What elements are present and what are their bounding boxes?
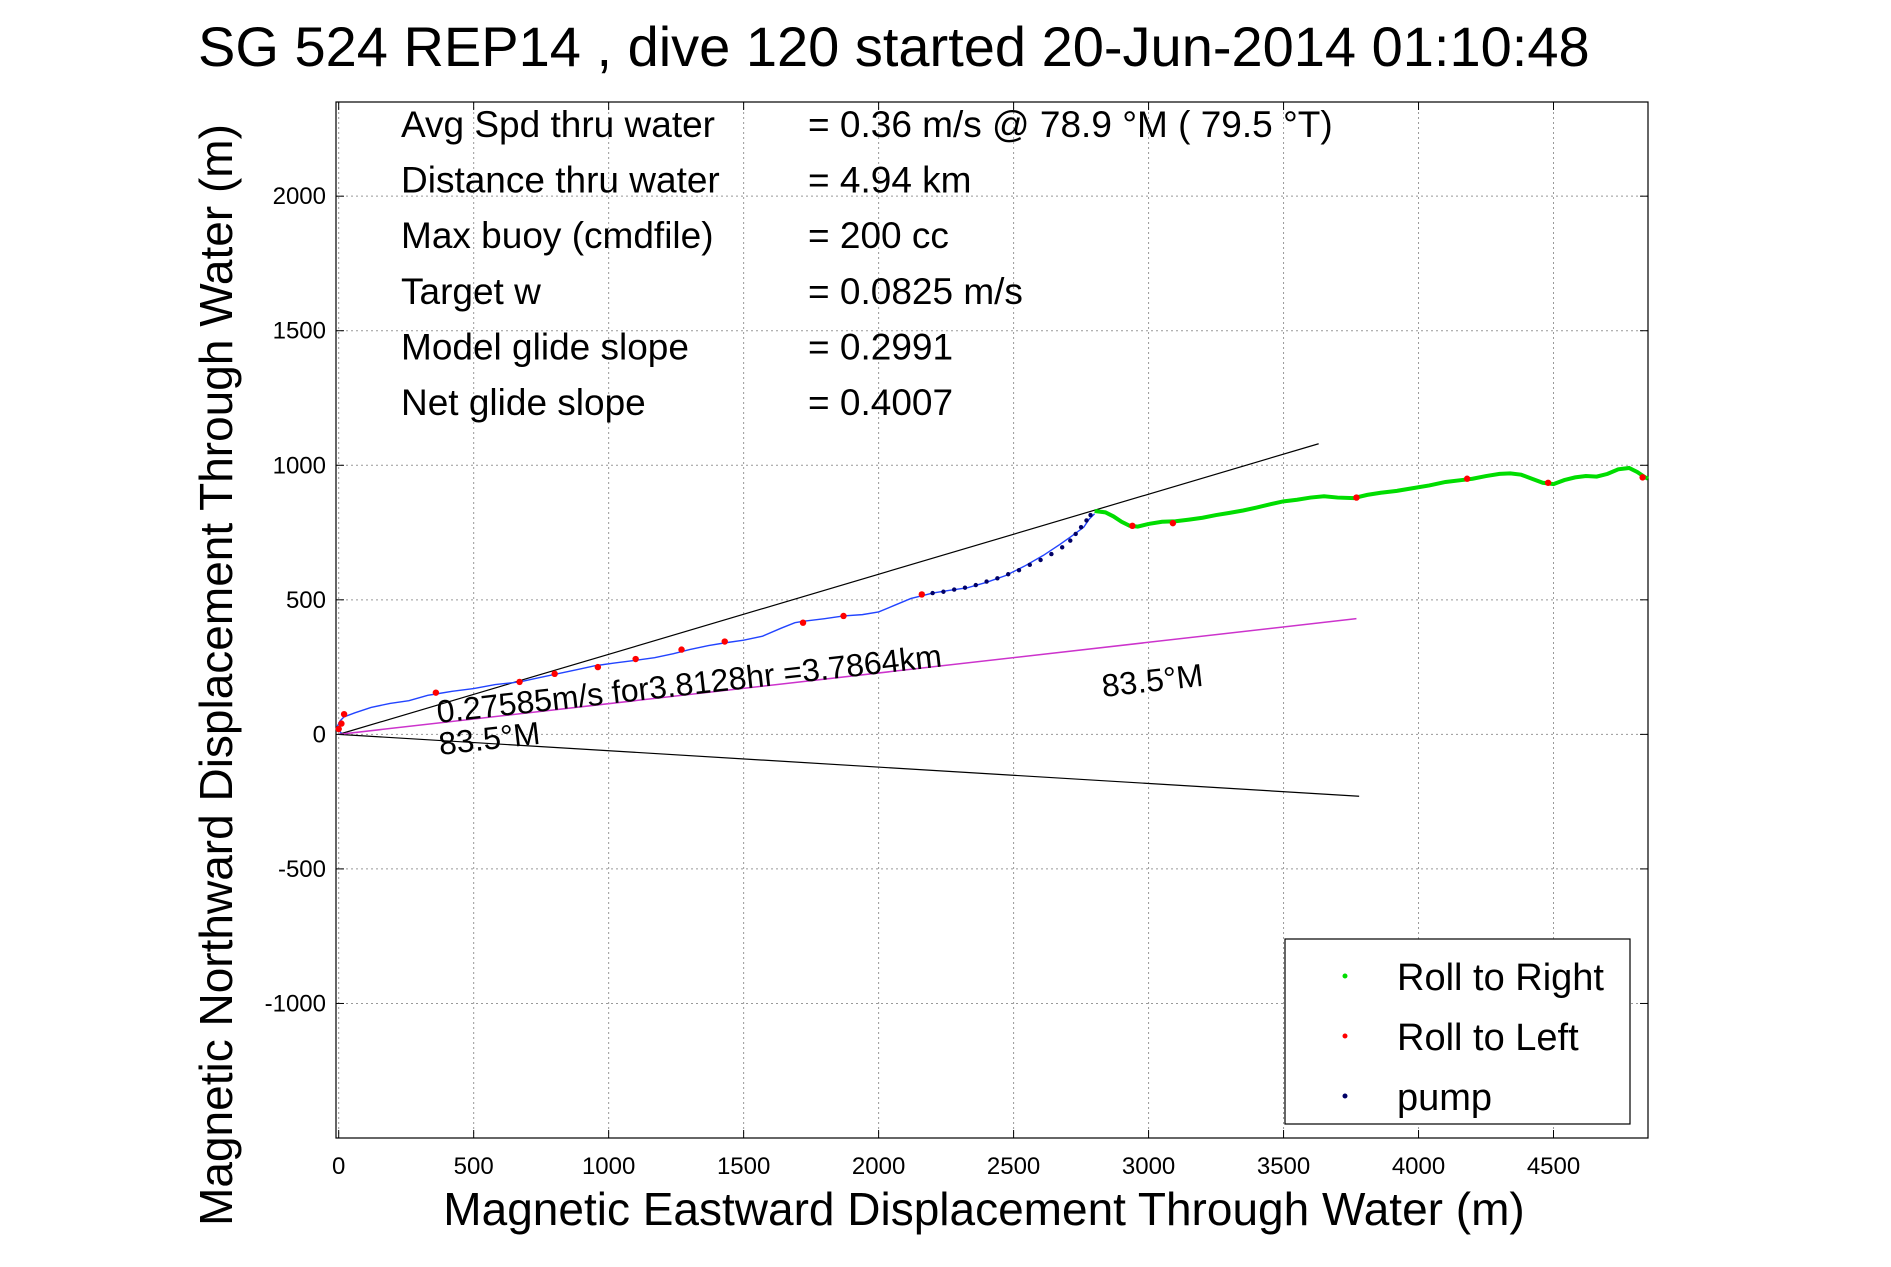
x-tick-label: 3500 [1257, 1153, 1310, 1180]
x-tick-label: 3000 [1122, 1153, 1175, 1180]
y-tick-label: 2000 [273, 183, 326, 210]
roll-left-point [632, 655, 639, 663]
heading-end-label: 83.5°M [1100, 657, 1205, 704]
roll-left-point [594, 663, 602, 671]
track-line [336, 513, 1096, 734]
stat-label: Max buoy (cmdfile) [401, 215, 714, 256]
roll-left-point [551, 670, 558, 678]
roll-left-point [1544, 479, 1552, 486]
pump-point [1038, 557, 1043, 563]
roll-left-point [840, 612, 847, 620]
roll-left-point [799, 619, 807, 626]
x-tick-label: 4000 [1392, 1153, 1445, 1180]
y-tick-label: 1000 [273, 452, 326, 479]
envelope-upper-line [338, 443, 1319, 735]
plot-frame [335, 101, 1649, 1139]
roll-left-point [1169, 519, 1177, 527]
tick-layer: 0 500 1000 1500 2000 2500 3000 3500 4000 4500 -100… [265, 102, 1648, 1180]
y-tick-label: -500 [278, 856, 326, 883]
x-tick-label: 2500 [987, 1153, 1040, 1180]
pump-point [1059, 545, 1065, 550]
roll-left-point [1639, 474, 1646, 481]
legend-label: pump [1397, 1077, 1492, 1119]
pump-point [1027, 562, 1032, 568]
chart-title: SG 524 REP14 , dive 120 started 20-Jun-2… [198, 15, 1590, 78]
legend-marker [1342, 1093, 1348, 1099]
stat-value: = 4.94 km [808, 160, 972, 201]
pump-point [1049, 551, 1054, 557]
pump-point [952, 587, 957, 592]
stat-label: Distance thru water [401, 160, 720, 201]
envelope-lower-line [338, 733, 1360, 797]
pump-point [1084, 518, 1089, 523]
y-tick-label: 0 [313, 721, 326, 748]
y-tick-label: -1000 [265, 990, 326, 1017]
x-tick-label: 2000 [852, 1153, 905, 1180]
x-tick-label: 4500 [1527, 1153, 1580, 1180]
roll-left-point [338, 720, 345, 727]
legend: Roll to Right Roll to Left pump [1284, 938, 1631, 1125]
stat-value: = 0.2991 [808, 326, 953, 367]
x-tick-label: 1500 [717, 1153, 770, 1180]
roll-left-point [1353, 494, 1360, 501]
legend-label: Roll to Right [1397, 957, 1604, 999]
pump-point [1088, 512, 1093, 518]
legend-marker [1342, 1033, 1348, 1039]
roll-right-track [1094, 465, 1649, 529]
legend-label: Roll to Left [1397, 1017, 1579, 1059]
y-tick-label: 1500 [273, 318, 326, 345]
pump-point [1016, 568, 1022, 573]
stat-value: = 0.36 m/s @ 78.9 °M ( 79.5 °T) [808, 104, 1333, 145]
stat-value: = 0.0825 m/s [808, 271, 1023, 312]
pump-point [930, 590, 935, 596]
current-vector-line [338, 617, 1357, 736]
pump-point [962, 585, 968, 590]
x-tick-label: 0 [332, 1153, 345, 1180]
roll-left-point [335, 725, 342, 733]
roll-left-point [516, 678, 523, 686]
pump-point [973, 582, 979, 588]
roll-left-point [340, 710, 348, 718]
y-axis-label: Magnetic Northward Displacement Through … [190, 124, 242, 1226]
pump-point [1073, 531, 1078, 537]
roll-left-point [1129, 522, 1136, 530]
x-tick-label: 1000 [582, 1153, 635, 1180]
legend-marker [1342, 973, 1348, 979]
stats-block: Avg Spd thru water = 0.36 m/s @ 78.9 °M (… [401, 104, 1333, 423]
series-layer [335, 443, 1649, 797]
roll-left-point [721, 638, 728, 645]
roll-left-point [918, 591, 926, 598]
y-tick-label: 500 [286, 587, 326, 614]
stat-label: Net glide slope [401, 382, 646, 423]
pump-point [941, 589, 946, 594]
pump-point [1078, 524, 1084, 530]
grid-layer [336, 102, 1648, 1138]
pump-point [1005, 572, 1011, 577]
stat-value: = 0.4007 [808, 382, 953, 423]
stat-label: Model glide slope [401, 326, 689, 367]
stat-label: Target w [401, 271, 541, 312]
stat-value: = 200 cc [808, 215, 949, 256]
x-axis-label: Magnetic Eastward Displacement Through W… [443, 1183, 1524, 1235]
x-tick-label: 500 [454, 1153, 494, 1180]
roll-left-point [1463, 475, 1471, 482]
pump-point [1068, 538, 1073, 543]
pump-point [995, 576, 1000, 581]
legend-box [1284, 938, 1631, 1125]
stat-label: Avg Spd thru water [401, 104, 715, 145]
roll-left-point [678, 646, 685, 653]
pump-point [984, 579, 989, 584]
roll-left-point [432, 689, 440, 696]
